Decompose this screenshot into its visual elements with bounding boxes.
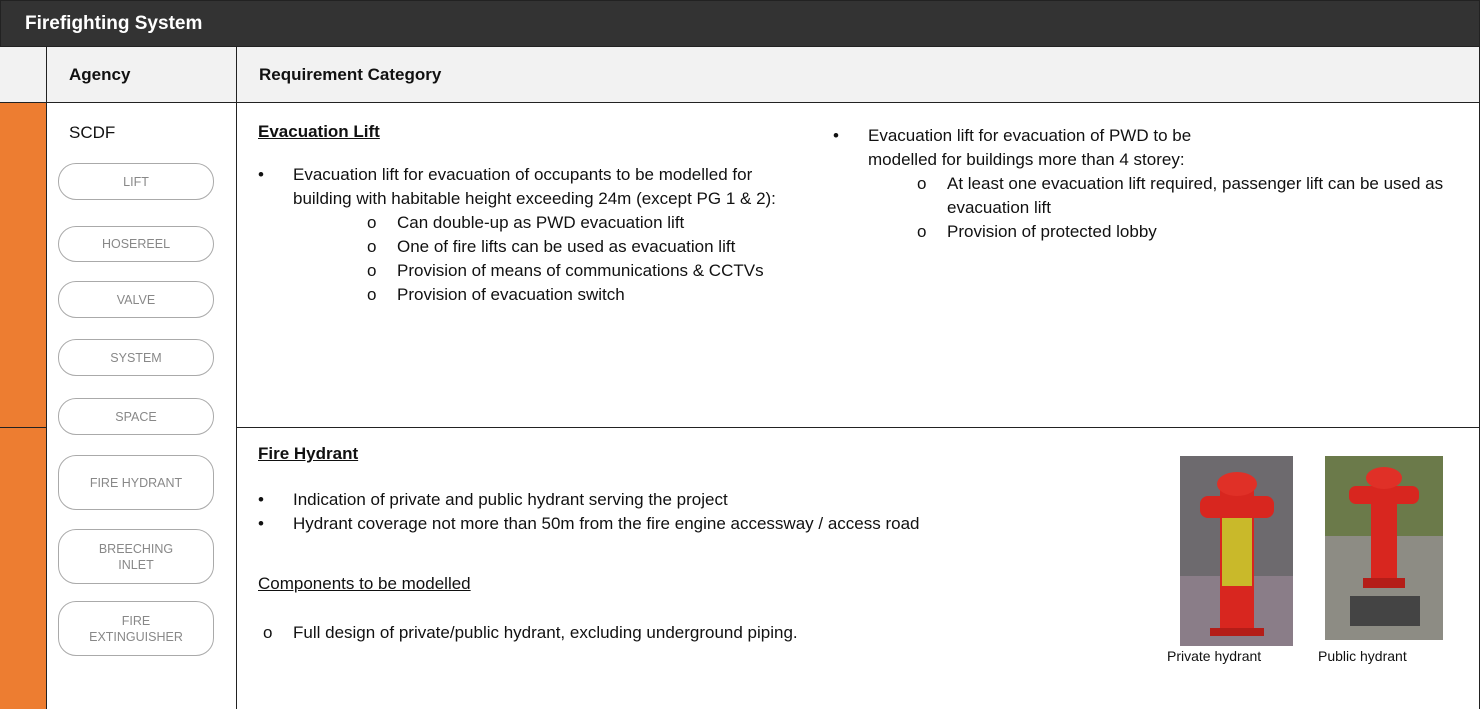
section-heading: Fire Hydrant <box>258 444 359 463</box>
title-bar: Firefighting System <box>0 0 1480 47</box>
bullet: Indication of private and public hydrant… <box>258 488 1153 512</box>
row-strip <box>0 428 47 709</box>
tag[interactable]: FIRE EXTINGUISHER <box>58 601 214 656</box>
bullet: Evacuation lift for evacuation of occupa… <box>258 163 788 307</box>
row-strip <box>0 103 47 428</box>
tag[interactable]: SYSTEM <box>58 339 214 376</box>
section-heading: Evacuation Lift <box>258 122 380 141</box>
sub-bullet: At least one evacuation lift required, p… <box>917 172 1447 220</box>
tag[interactable]: SPACE <box>58 398 214 435</box>
public-hydrant-image <box>1325 456 1443 640</box>
tag-label: HOSEREEL <box>101 237 171 251</box>
tag-label: LIFT <box>123 174 149 189</box>
subheading: Components to be modelled <box>258 574 471 593</box>
tag[interactable]: HOSEREEL <box>58 226 214 262</box>
tag-label: VALVE <box>116 292 156 307</box>
agency-cell: SCDF <box>47 103 237 709</box>
sub-bullet: Provision of means of communications & C… <box>367 259 787 283</box>
tag-label: SYSTEM <box>110 350 162 365</box>
bullet-text: Evacuation lift for evacuation of PWD to… <box>868 126 1192 169</box>
sub-bullet: Provision of protected lobby <box>917 220 1447 244</box>
tag[interactable]: LIFT <box>58 163 214 200</box>
tag[interactable]: FIRE HYDRANT <box>58 455 214 510</box>
bullet-list: Evacuation lift for evacuation of PWD to… <box>833 124 1448 244</box>
bullet: Hydrant coverage not more than 50m from … <box>258 512 1153 536</box>
component: Full design of private/public hydrant, e… <box>263 621 1153 645</box>
title: Firefighting System <box>25 13 203 34</box>
agency: SCDF <box>69 123 116 142</box>
private-hydrant-image <box>1180 456 1293 646</box>
tag[interactable]: BREECHING INLET <box>58 529 214 584</box>
header-cell <box>0 47 47 103</box>
tag-label: FIRE HYDRANT <box>89 475 183 490</box>
header-cell: Requirement Category <box>237 47 1480 103</box>
header-cell: Agency <box>47 47 237 103</box>
requirement-cell <box>237 428 1480 709</box>
column-header: Agency <box>69 65 131 84</box>
bullet-text: Evacuation lift for evacuation of occupa… <box>293 165 776 208</box>
tag-label: SPACE <box>115 409 157 424</box>
bullet-list: Evacuation lift for evacuation of occupa… <box>258 163 788 307</box>
image-caption: Public hydrant <box>1318 648 1407 664</box>
sub-bullet: One of fire lifts can be used as evacuat… <box>367 235 787 259</box>
sub-list: Can double-up as PWD evacuation lift One… <box>367 211 787 307</box>
component-list: Full design of private/public hydrant, e… <box>263 621 1153 645</box>
column-header: Requirement Category <box>259 65 442 84</box>
sub-bullet: Can double-up as PWD evacuation lift <box>367 211 787 235</box>
tag-label: FIRE EXTINGUISHER <box>89 613 183 644</box>
sub-list: At least one evacuation lift required, p… <box>917 172 1447 244</box>
tag-label: BREECHING INLET <box>98 541 174 572</box>
bullet-list: Indication of private and public hydrant… <box>258 488 1153 536</box>
image-caption: Private hydrant <box>1167 648 1262 664</box>
bullet: Evacuation lift for evacuation of PWD to… <box>833 124 1448 244</box>
sub-bullet: Provision of evacuation switch <box>367 283 787 307</box>
tag[interactable]: VALVE <box>58 281 214 318</box>
